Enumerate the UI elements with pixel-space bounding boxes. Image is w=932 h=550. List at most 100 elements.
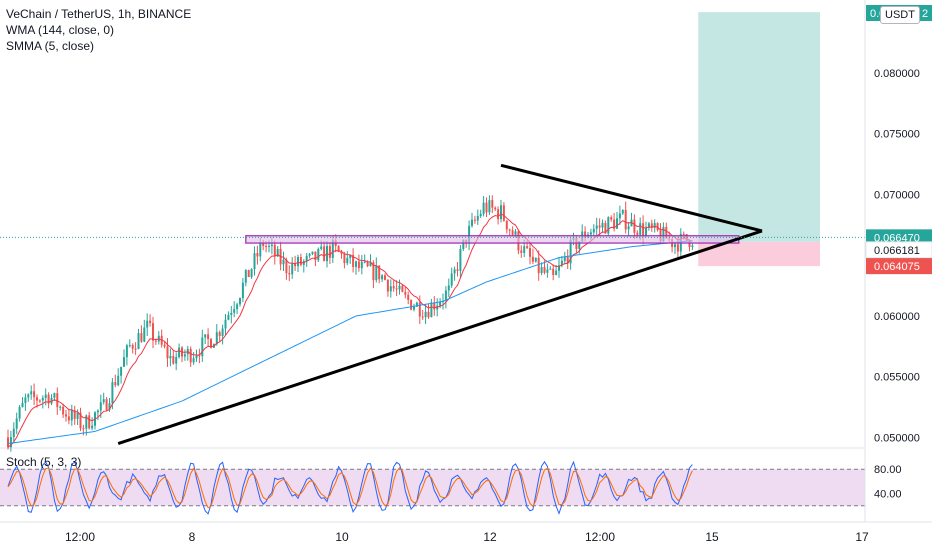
candle-body	[444, 290, 447, 302]
candle-body	[56, 393, 59, 408]
candle-body	[410, 299, 413, 310]
candle-body	[259, 243, 262, 257]
candle-body	[230, 312, 233, 315]
price-tick-label: 0.050000	[874, 432, 920, 444]
candle-body	[511, 230, 514, 235]
candle-body	[453, 269, 456, 274]
candle-body	[247, 269, 250, 278]
candle-body	[15, 418, 18, 429]
candle-body	[563, 256, 566, 261]
candle-body	[601, 222, 604, 228]
time-tick-label: 8	[189, 530, 196, 544]
price-tick-label: 0.060000	[874, 311, 920, 323]
price-pane[interactable]	[0, 12, 865, 452]
candle-body	[488, 200, 491, 213]
candle-body	[233, 309, 236, 313]
candle-body	[433, 302, 436, 310]
wma-legend[interactable]: WMA (144, close, 0)	[6, 23, 115, 37]
candle-body	[471, 219, 473, 226]
target-price-tail-label: 2	[922, 8, 928, 20]
candle-body	[497, 209, 500, 220]
candle-body	[427, 311, 430, 318]
entry-price-label: 0.066181	[874, 245, 920, 257]
candle-body	[291, 263, 294, 275]
candle-body	[340, 251, 343, 254]
candle-body	[584, 231, 587, 238]
candle-body	[320, 246, 323, 249]
candle-body	[299, 257, 302, 265]
candle-body	[375, 265, 378, 281]
candle-body	[424, 311, 427, 318]
candle-body	[592, 228, 595, 233]
candle-body	[297, 257, 299, 267]
candle-body	[392, 286, 395, 289]
candle-body	[476, 215, 479, 221]
candle-body	[479, 213, 482, 216]
candle-body	[30, 391, 33, 395]
candle-body	[195, 355, 198, 359]
candle-body	[207, 334, 210, 340]
time-tick-label: 17	[855, 530, 869, 544]
candle-body	[485, 202, 488, 213]
candle-body	[73, 410, 76, 419]
candle-body	[154, 340, 157, 342]
price-tick-label: 0.080000	[874, 68, 920, 80]
price-axis[interactable]: 0.0800000.0750000.0700000.0650000.060000…	[864, 0, 932, 522]
price-tick-label: 0.070000	[874, 189, 920, 201]
stoch-pane[interactable]: 80.00 40.00	[0, 460, 902, 515]
candle-body	[430, 302, 433, 318]
candle-body	[114, 382, 117, 386]
stoch-d-line	[7, 467, 693, 509]
currency-button[interactable]: USDT	[880, 6, 920, 24]
candle-body	[172, 355, 175, 364]
candle-body	[337, 246, 340, 252]
candle-body	[96, 410, 99, 413]
candle-body	[117, 375, 120, 386]
long-position-target-zone	[698, 12, 820, 242]
stoch-tick-label: 40.00	[874, 489, 902, 501]
candle-body	[67, 416, 70, 421]
time-tick-label: 12	[483, 530, 497, 544]
candle-body	[256, 253, 259, 257]
candle-body	[175, 357, 178, 364]
candle-body	[369, 262, 372, 267]
candle-body	[311, 251, 314, 254]
candle-body	[607, 217, 610, 234]
candle-body	[305, 255, 308, 262]
candle-body	[317, 248, 320, 261]
candle-body	[33, 391, 36, 398]
candle-body	[363, 261, 366, 263]
candle-body	[288, 273, 291, 275]
candle-body	[473, 219, 476, 221]
price-tick-label: 0.075000	[874, 129, 920, 141]
candle-body	[41, 397, 44, 401]
candle-body	[653, 223, 656, 228]
candle-body	[131, 345, 134, 349]
candle-body	[146, 320, 149, 328]
stoch-legend[interactable]: Stoch (5, 3, 3)	[6, 455, 82, 469]
candle-body	[372, 262, 375, 281]
candle-body	[163, 344, 166, 347]
candle-body	[253, 253, 256, 270]
candle-body	[143, 327, 146, 342]
candle-body	[502, 205, 505, 221]
smma-legend[interactable]: SMMA (5, close)	[6, 39, 95, 53]
candle-body	[218, 332, 221, 337]
candle-body	[82, 428, 85, 430]
candle-body	[595, 225, 598, 229]
candle-body	[328, 246, 331, 258]
candle-body	[558, 265, 560, 271]
candle-body	[53, 393, 56, 398]
time-axis[interactable]: 12:00 8 10 12 12:00 15 17	[0, 521, 932, 544]
candle-body	[346, 258, 349, 264]
candle-body	[494, 207, 497, 210]
candle-body	[91, 425, 94, 429]
candle-body	[468, 225, 471, 243]
candle-body	[526, 246, 529, 249]
candle-body	[482, 202, 485, 214]
candle-body	[120, 366, 123, 376]
candle-body	[76, 412, 79, 419]
candle-body	[613, 219, 616, 229]
candle-body	[273, 244, 276, 257]
